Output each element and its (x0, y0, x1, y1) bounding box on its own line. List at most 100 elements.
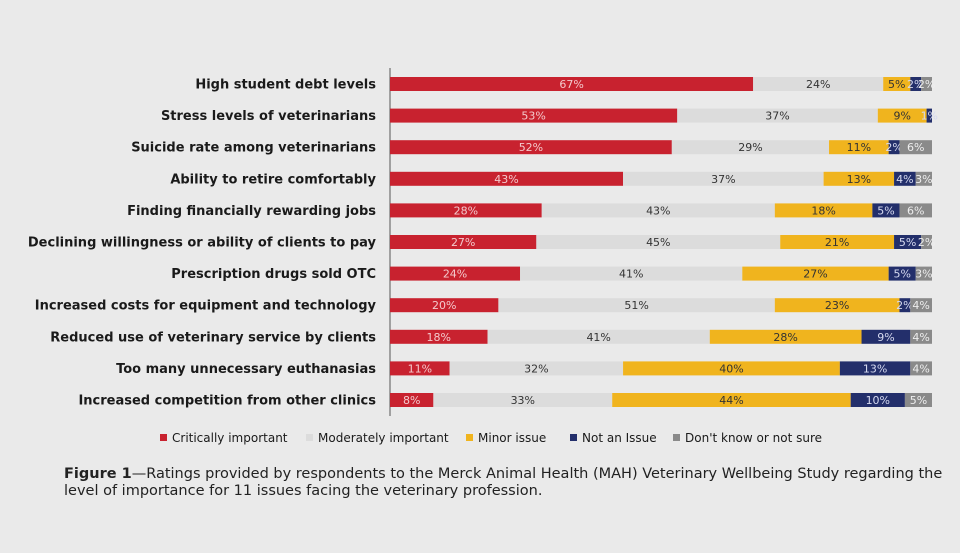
category-label: Finding financially rewarding jobs (127, 204, 376, 219)
data-label: 2% (885, 141, 902, 154)
bar-segment (921, 77, 932, 91)
data-label: 4% (912, 299, 929, 312)
bar-segment (433, 393, 613, 407)
data-label: 41% (619, 268, 643, 281)
data-label: 24% (443, 268, 467, 281)
bar-segment (823, 171, 895, 186)
data-label: 5% (888, 78, 905, 91)
data-label: 4% (912, 362, 929, 375)
category-label: Prescription drugs sold OTC (171, 267, 376, 282)
data-label: 9% (877, 331, 894, 344)
category-label: Increased competition from other clinics (78, 394, 376, 409)
legend-swatch (160, 434, 167, 441)
data-label: 13% (863, 362, 887, 375)
legend-swatch (306, 434, 313, 441)
bar-segment (390, 298, 499, 313)
data-label: 8% (403, 394, 420, 407)
category-label: Reduced use of veterinary service by cli… (50, 330, 376, 345)
data-label: 33% (511, 394, 535, 407)
bars: 67% 24% 5% 2%2%53% 37% 9% 1%52% 29% 11% 2% 6%43% 37… (390, 77, 938, 407)
data-label: 18% (427, 331, 451, 344)
data-label: 2% (896, 299, 913, 312)
stacked-bar-chart: High student debt levels Stress levels of… (28, 68, 938, 445)
category-label: Ability to retire comfortably (170, 172, 376, 187)
bar-segment (612, 393, 851, 407)
bar-segment (888, 140, 900, 155)
bar-segment (753, 77, 884, 91)
data-label: 1% (921, 110, 938, 123)
category-label: Declining willingness or ability of clie… (28, 236, 377, 251)
bar-segment (390, 393, 434, 407)
legend-entry: Critically important (172, 431, 288, 445)
bar-segment (742, 266, 889, 281)
data-label: 32% (524, 362, 548, 375)
legend-entry: Don't know or not sure (685, 431, 822, 445)
data-label: 45% (646, 236, 670, 249)
data-label: 53% (521, 110, 545, 123)
bar-segment (390, 266, 521, 281)
data-label: 28% (454, 204, 478, 217)
data-label: 27% (803, 268, 827, 281)
data-label: 11% (847, 141, 871, 154)
data-label: 41% (586, 331, 610, 344)
category-label: Suicide rate among veterinarians (131, 141, 376, 156)
category-label: High student debt levels (195, 78, 376, 93)
data-label: 67% (559, 78, 583, 91)
bar-segment (899, 203, 932, 218)
caption-text: —Ratings provided by respondents to the … (64, 466, 943, 499)
bar-segment (899, 140, 932, 155)
figure-label: Figure 1 (64, 466, 132, 482)
data-label: 52% (519, 141, 543, 154)
data-label: 2% (918, 78, 935, 91)
data-label: 37% (711, 173, 735, 186)
bar-segment (541, 203, 775, 218)
bar-segment (390, 77, 754, 91)
data-label: 40% (719, 362, 743, 375)
bar-segment (910, 298, 932, 313)
bar-segment (671, 140, 830, 155)
bar-segment (910, 77, 922, 91)
bar-segment (872, 203, 900, 218)
data-label: 27% (451, 236, 475, 249)
bar-segment (623, 361, 840, 376)
data-label: 3% (915, 173, 932, 186)
data-label: 4% (896, 173, 913, 186)
legend-entry: Not an Issue (582, 431, 657, 445)
bar-segment (390, 203, 542, 218)
data-label: 2% (907, 78, 924, 91)
bar-segment (888, 266, 916, 281)
bar-segment (910, 329, 932, 344)
legend-entry: Minor issue (478, 431, 546, 445)
bar-segment (390, 329, 488, 344)
data-label: 11% (408, 362, 432, 375)
bar-segment (894, 235, 922, 249)
category-labels: High student debt levels Stress levels of… (28, 78, 377, 409)
data-label: 51% (624, 299, 648, 312)
legend: Critically important Moderately important… (160, 431, 822, 445)
bar-segment (536, 235, 781, 249)
category-label: Stress levels of veterinarians (161, 109, 376, 124)
data-label: 5% (877, 204, 894, 217)
bar-segment (498, 298, 775, 313)
data-label: 10% (866, 394, 890, 407)
data-label: 5% (893, 268, 910, 281)
bar-segment (921, 235, 932, 249)
data-label: 4% (912, 331, 929, 344)
data-label: 29% (738, 141, 762, 154)
data-label: 23% (825, 299, 849, 312)
bar-segment (390, 171, 624, 186)
category-label: Increased costs for equipment and techno… (35, 299, 377, 314)
bar-segment (677, 108, 878, 123)
bar-segment (390, 108, 678, 123)
figure-caption: Figure 1—Ratings provided by respondents… (64, 466, 954, 500)
bar-segment (926, 108, 932, 123)
data-label: 13% (847, 173, 871, 186)
bar-segment (774, 203, 873, 218)
legend-entry: Moderately important (318, 431, 449, 445)
bar-segment (883, 77, 911, 91)
bar-segment (861, 329, 911, 344)
data-label: 20% (432, 299, 456, 312)
data-label: 37% (765, 110, 789, 123)
bar-segment (780, 235, 895, 249)
legend-swatch (570, 434, 577, 441)
